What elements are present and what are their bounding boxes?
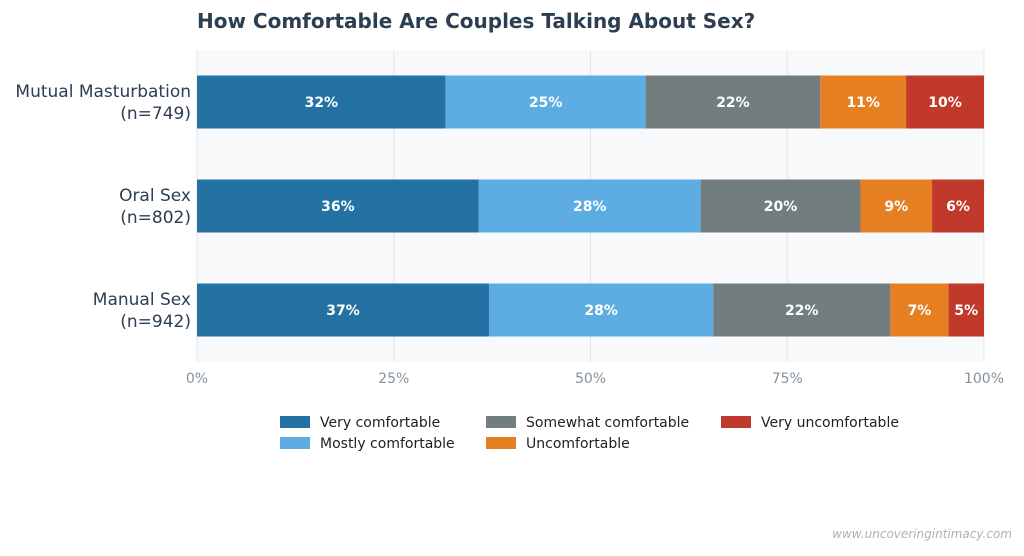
bar-segment (906, 75, 984, 129)
bar-segment (645, 75, 821, 129)
data-label: 11% (846, 95, 880, 111)
category-label: (n=749) (120, 104, 191, 124)
x-tick-label: 0% (186, 371, 208, 387)
data-label: 22% (785, 303, 819, 319)
x-tick-label: 25% (378, 371, 409, 387)
bar-segment (820, 75, 907, 129)
bar-segment (197, 283, 489, 337)
data-label: 22% (716, 95, 750, 111)
legend-item: Very comfortable (280, 415, 440, 431)
x-tick-label: 100% (964, 371, 1004, 387)
data-label: 9% (884, 199, 908, 215)
bar-segment (713, 283, 891, 337)
bar-segment (445, 75, 646, 129)
legend-item: Somewhat comfortable (486, 415, 689, 431)
legend-label: Uncomfortable (526, 436, 630, 452)
bar-segment (948, 283, 984, 337)
bar-segment (488, 283, 714, 337)
legend-label: Very comfortable (320, 415, 440, 431)
category-label: (n=942) (120, 312, 191, 332)
legend-swatch (721, 416, 751, 428)
bar-segment (890, 283, 949, 337)
legend-label: Somewhat comfortable (526, 415, 689, 431)
data-label: 25% (529, 95, 563, 111)
bar-segment (700, 179, 861, 233)
data-label: 36% (321, 199, 355, 215)
data-label: 20% (764, 199, 798, 215)
legend-item: Very uncomfortable (721, 415, 899, 431)
legend-label: Mostly comfortable (320, 436, 455, 452)
legend-swatch (280, 416, 310, 428)
category-label: Mutual Masturbation (15, 82, 191, 102)
bar-segment (478, 179, 701, 233)
legend-label: Very uncomfortable (761, 415, 899, 431)
data-label: 28% (573, 199, 607, 215)
x-tick-label: 50% (575, 371, 606, 387)
bar-segment (197, 75, 446, 129)
legend-swatch (486, 416, 516, 428)
chart-title: How Comfortable Are Couples Talking Abou… (197, 9, 755, 33)
legend-item: Mostly comfortable (280, 436, 455, 452)
data-label: 10% (928, 95, 962, 111)
data-label: 37% (326, 303, 360, 319)
x-tick-label: 75% (772, 371, 803, 387)
data-label: 7% (908, 303, 932, 319)
data-label: 5% (954, 303, 978, 319)
category-label: (n=802) (120, 208, 191, 228)
data-label: 28% (584, 303, 618, 319)
bar-segment (932, 179, 984, 233)
category-label: Manual Sex (93, 290, 191, 310)
legend-item: Uncomfortable (486, 436, 630, 452)
watermark: www.uncoveringintimacy.com (832, 527, 1012, 541)
legend-swatch (486, 437, 516, 449)
data-label: 32% (305, 95, 339, 111)
bar-segment (197, 179, 479, 233)
data-label: 6% (946, 199, 970, 215)
bar-segment (860, 179, 933, 233)
category-label: Oral Sex (119, 186, 191, 206)
legend-swatch (280, 437, 310, 449)
